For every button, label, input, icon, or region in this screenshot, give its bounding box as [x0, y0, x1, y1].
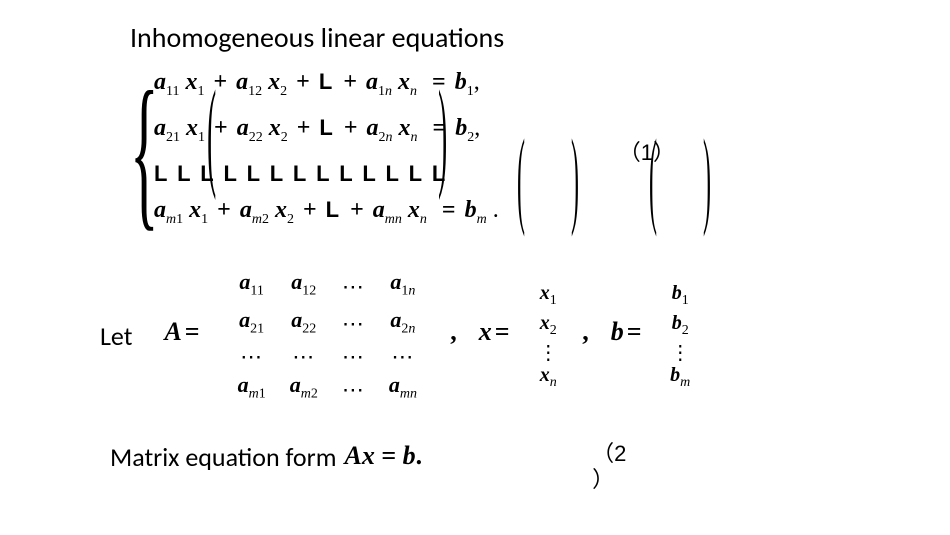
- left-brace: {: [130, 71, 140, 231]
- matrix-equation-math: Ax = b.: [344, 441, 422, 471]
- right-paren-icon: ): [703, 120, 711, 535]
- vector-b-body: b1 b2 ⋮ bm: [658, 276, 702, 396]
- equation-label-2: （2 ）: [592, 441, 626, 493]
- matrix-a-definition: A= ( a11 a12 ⋯ a1n a21 a22 ⋯: [164, 262, 456, 410]
- left-paren-icon: (: [207, 70, 216, 535]
- vector-x-definition: x= ( x1 x2 ⋮ xn ) ,: [479, 276, 589, 396]
- equation-label-1: （1）: [619, 135, 675, 167]
- equation-system-block: { a11 x1 + a12 x2 + L + a1n xn = b1, a21…: [130, 67, 920, 234]
- right-paren-icon: ): [571, 120, 579, 535]
- slide-page: Inhomogeneous linear equations { a11 x1 …: [0, 0, 950, 535]
- left-paren-icon: (: [649, 120, 657, 535]
- vector-x-body: x1 x2 ⋮ xn: [526, 276, 570, 396]
- let-label: Let: [100, 320, 132, 352]
- vector-b-definition: b= ( b1 b2 ⋮ bm ): [611, 276, 713, 396]
- matrix-a-body: a11 a12 ⋯ a1n a21 a22 ⋯ a2n ⋯: [218, 262, 437, 410]
- matrix-equation-label: Matrix equation form: [110, 441, 336, 473]
- left-paren-icon: (: [517, 120, 525, 535]
- definitions-row: Let A= ( a11 a12 ⋯ a1n a21: [130, 262, 920, 410]
- page-title: Inhomogeneous linear equations: [130, 20, 920, 55]
- matrix-equation-row: Matrix equation form Ax = b. （2 ）: [110, 441, 920, 493]
- right-paren-icon: ): [438, 70, 447, 535]
